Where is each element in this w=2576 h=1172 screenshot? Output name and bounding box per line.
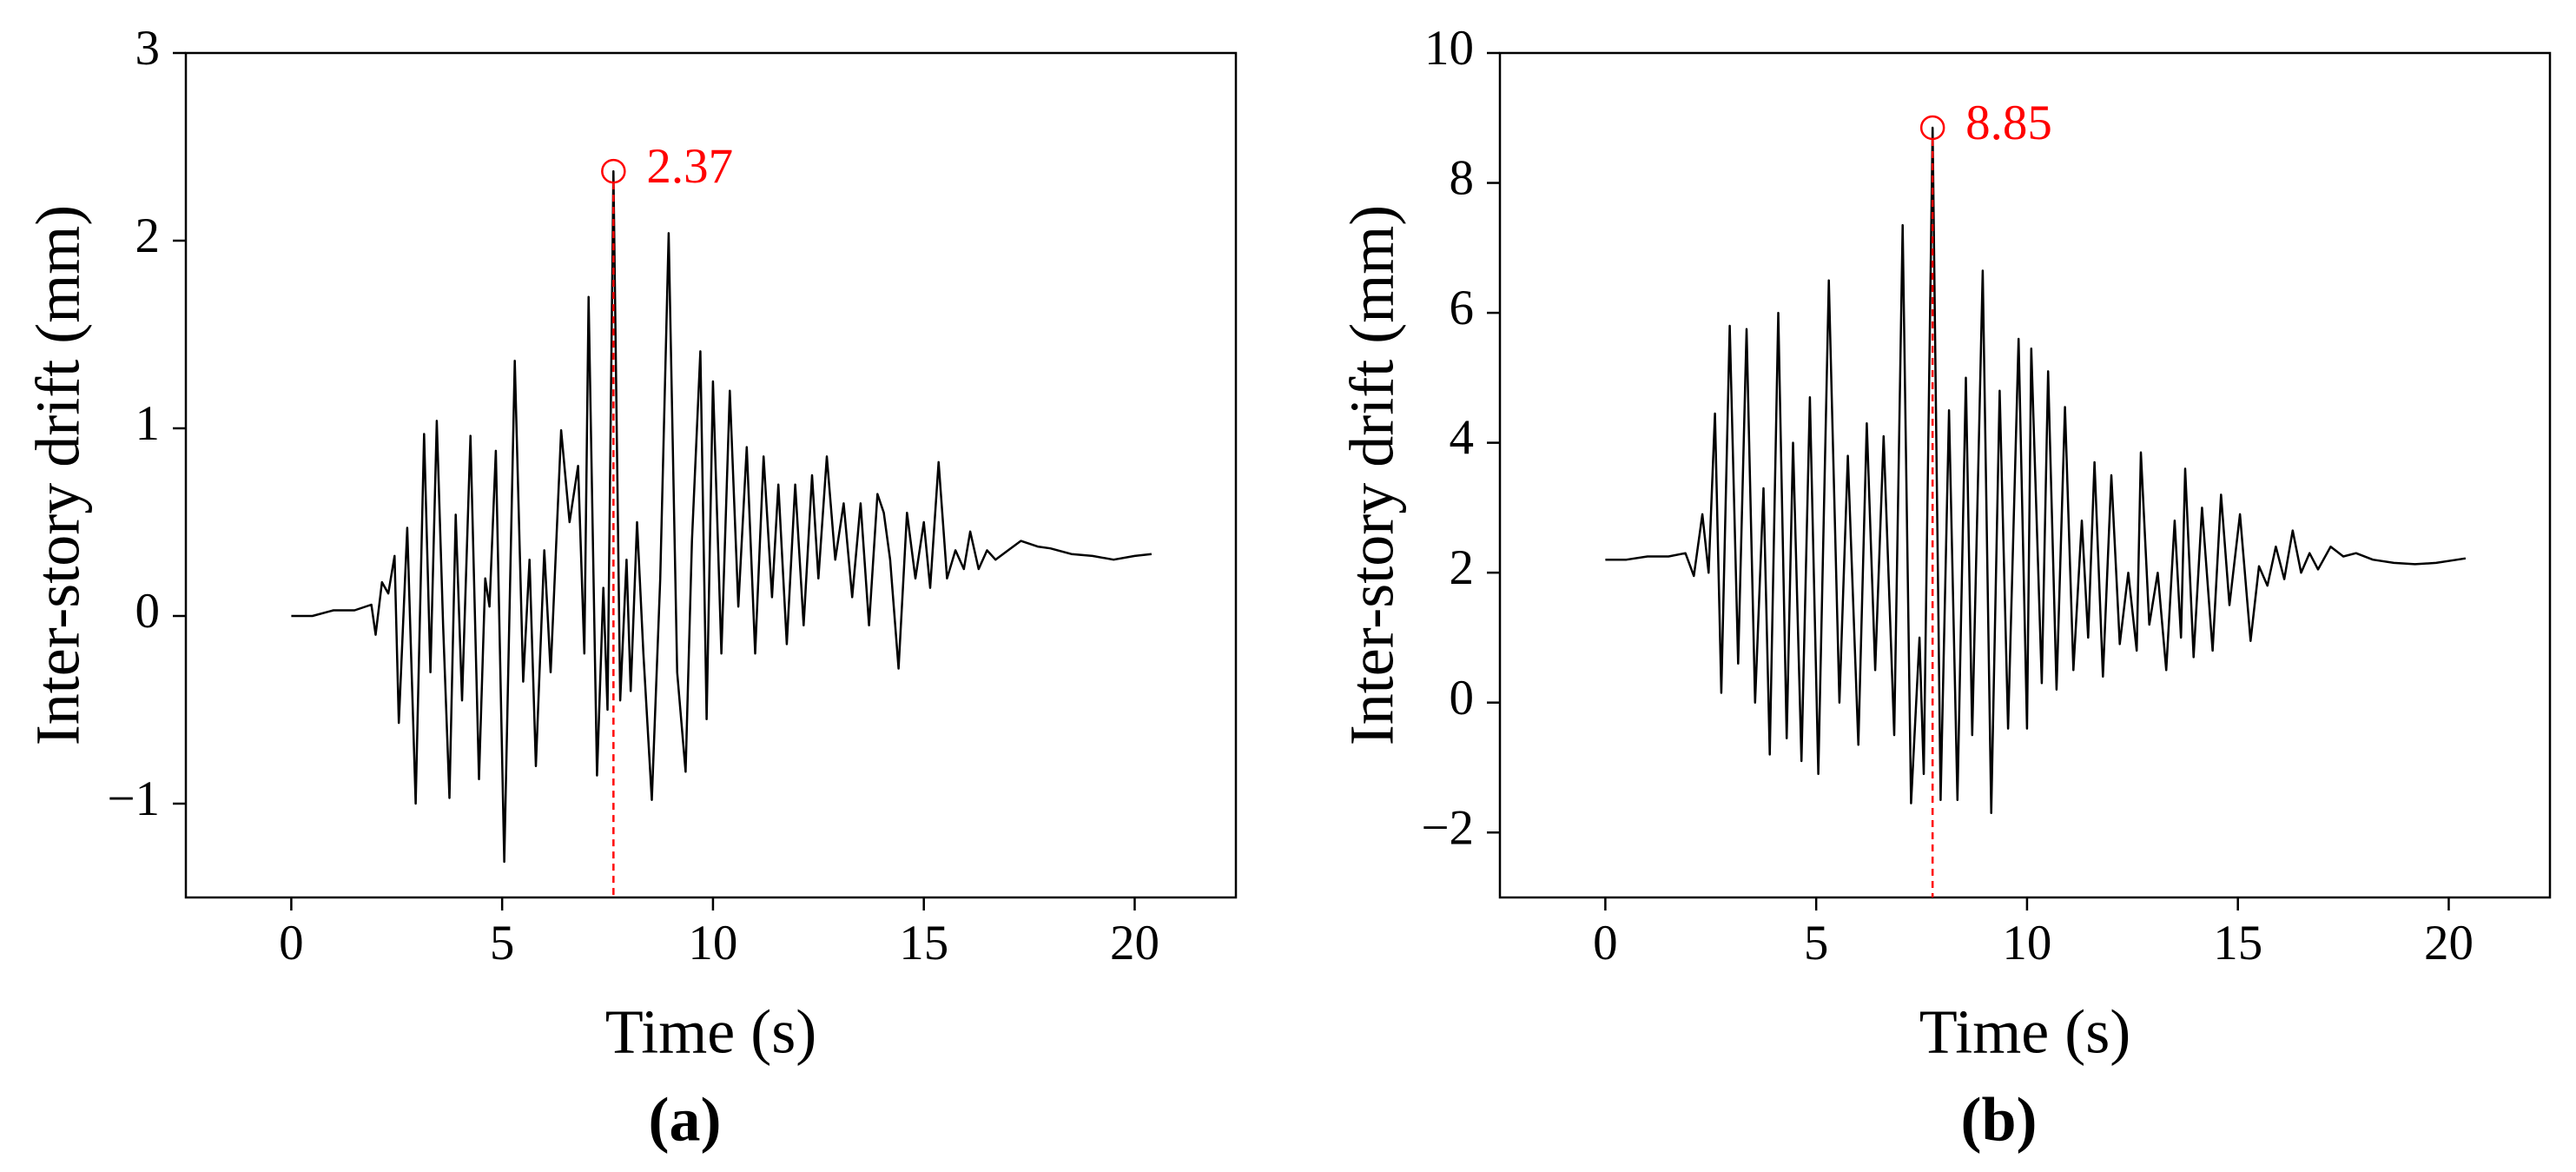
y-tick-label: 0 bbox=[135, 584, 161, 639]
chart-panel: 0 5 10 15 20 −1 0 1 2 3 Time (s) Inter-story drift … bbox=[23, 21, 1238, 1155]
x-axis-title: Time (s) bbox=[605, 997, 816, 1067]
plot-frame bbox=[184, 51, 1238, 899]
panel-label: (a) bbox=[649, 1085, 722, 1155]
x-tick-label: 15 bbox=[899, 916, 948, 970]
peak-label: 8.85 bbox=[1965, 96, 2052, 150]
y-tick-label: 6 bbox=[1450, 281, 1475, 335]
y-tick-label: −1 bbox=[107, 771, 160, 826]
y-tick-label: 8 bbox=[1450, 151, 1475, 206]
x-tick-label: 5 bbox=[1804, 916, 1829, 970]
plot-frame bbox=[1498, 51, 2552, 899]
y-axis-title: Inter-story drift (mm) bbox=[23, 205, 93, 745]
x-tick-label: 10 bbox=[2002, 916, 2051, 970]
peak-marker bbox=[1919, 115, 1945, 141]
chart-panel: 0 5 10 15 20 −2 0 2 4 6 8 10 Time (s) Inter-story dri… bbox=[1338, 21, 2552, 1155]
x-tick-label: 5 bbox=[490, 916, 515, 970]
peak-label: 2.37 bbox=[646, 139, 733, 194]
x-tick-label: 15 bbox=[2213, 916, 2262, 970]
data-line bbox=[1605, 126, 2467, 815]
y-tick-label: 2 bbox=[1450, 540, 1475, 595]
x-tick-label: 20 bbox=[1110, 916, 1159, 970]
x-axis-title: Time (s) bbox=[1919, 997, 2130, 1067]
panel-label: (b) bbox=[1961, 1085, 2038, 1155]
y-tick-label: −2 bbox=[1421, 800, 1474, 855]
y-tick-label: 1 bbox=[135, 396, 161, 451]
x-tick-label: 0 bbox=[1593, 916, 1618, 970]
y-tick-label: 4 bbox=[1450, 411, 1475, 466]
x-tick-label: 10 bbox=[688, 916, 737, 970]
data-line bbox=[291, 169, 1153, 864]
y-axis-title: Inter-story drift (mm) bbox=[1338, 205, 1407, 745]
peak-marker bbox=[601, 158, 626, 184]
y-tick-label: 10 bbox=[1424, 21, 1474, 76]
y-tick-label: 0 bbox=[1450, 671, 1475, 725]
y-tick-label: 3 bbox=[135, 21, 161, 76]
y-tick-label: 2 bbox=[135, 209, 161, 263]
x-tick-label: 20 bbox=[2424, 916, 2474, 970]
x-tick-label: 0 bbox=[279, 916, 304, 970]
